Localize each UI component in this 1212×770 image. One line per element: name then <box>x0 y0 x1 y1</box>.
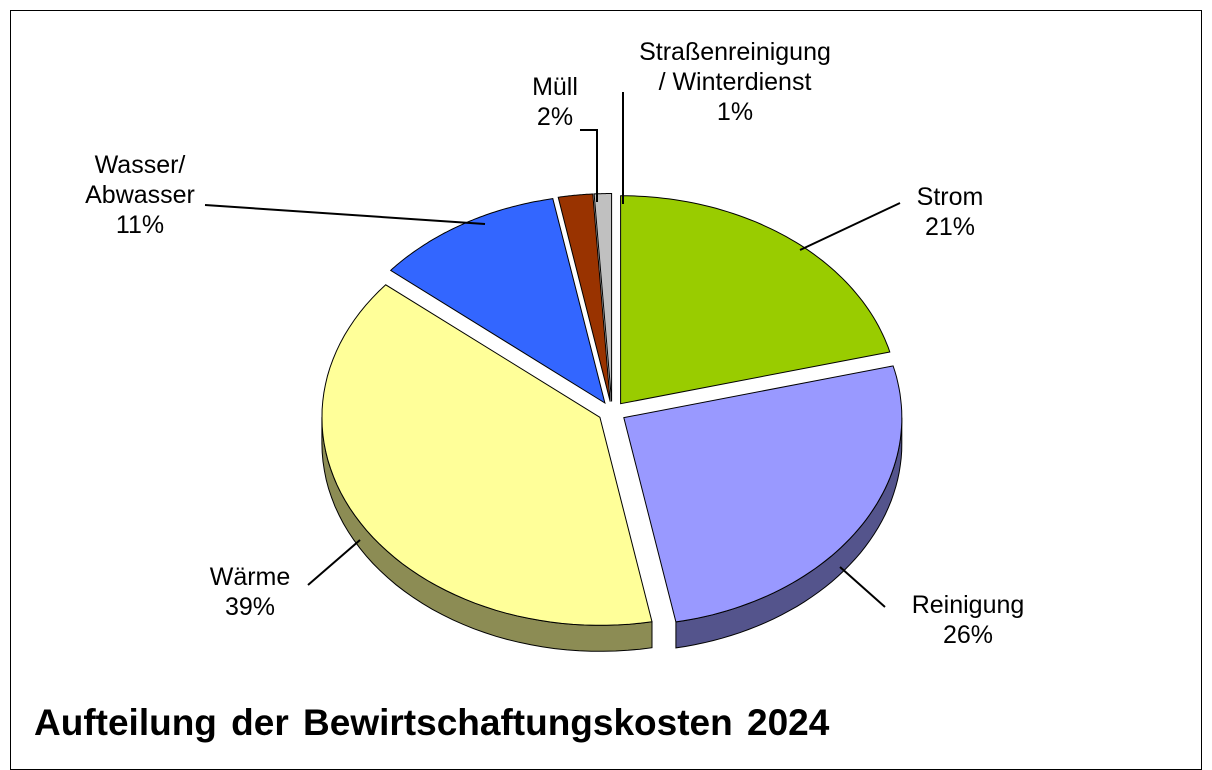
chart-title: Aufteilung der Bewirtschaftungskosten 20… <box>34 702 830 743</box>
category-label: Strom <box>916 183 984 211</box>
value-label: 1% <box>716 98 754 126</box>
data-label: Wärme 39% <box>210 562 291 622</box>
pie-tops <box>321 193 903 626</box>
pie-slice <box>623 365 903 623</box>
value-label: 11% <box>115 211 165 239</box>
value-label: 21% <box>924 213 976 241</box>
pie-slice <box>389 198 606 405</box>
pie-slice <box>321 284 653 626</box>
category-label: Wasser/ Abwasser <box>85 151 195 209</box>
value-label: 26% <box>942 621 994 649</box>
leader-line <box>799 202 901 251</box>
category-label: Müll <box>532 73 578 101</box>
leader-line <box>204 204 486 225</box>
leader-line <box>839 566 886 608</box>
category-label: Wärme <box>209 563 291 591</box>
data-label: Straßenreinigung / Winterdienst 1% <box>639 37 831 127</box>
leader-line <box>580 129 598 202</box>
category-label: Straßenreinigung / Winterdienst <box>639 38 831 96</box>
data-label: Strom 21% <box>917 182 984 242</box>
pie-slice <box>620 195 891 405</box>
leader-line <box>307 539 361 586</box>
value-label: 2% <box>536 103 574 131</box>
pie-slice <box>557 193 611 402</box>
value-label: 39% <box>224 593 276 621</box>
data-label: Reinigung 26% <box>912 590 1025 650</box>
category-label: Reinigung <box>911 591 1025 619</box>
data-label: Wasser/ Abwasser 11% <box>85 150 195 240</box>
data-label: Müll 2% <box>532 72 578 132</box>
